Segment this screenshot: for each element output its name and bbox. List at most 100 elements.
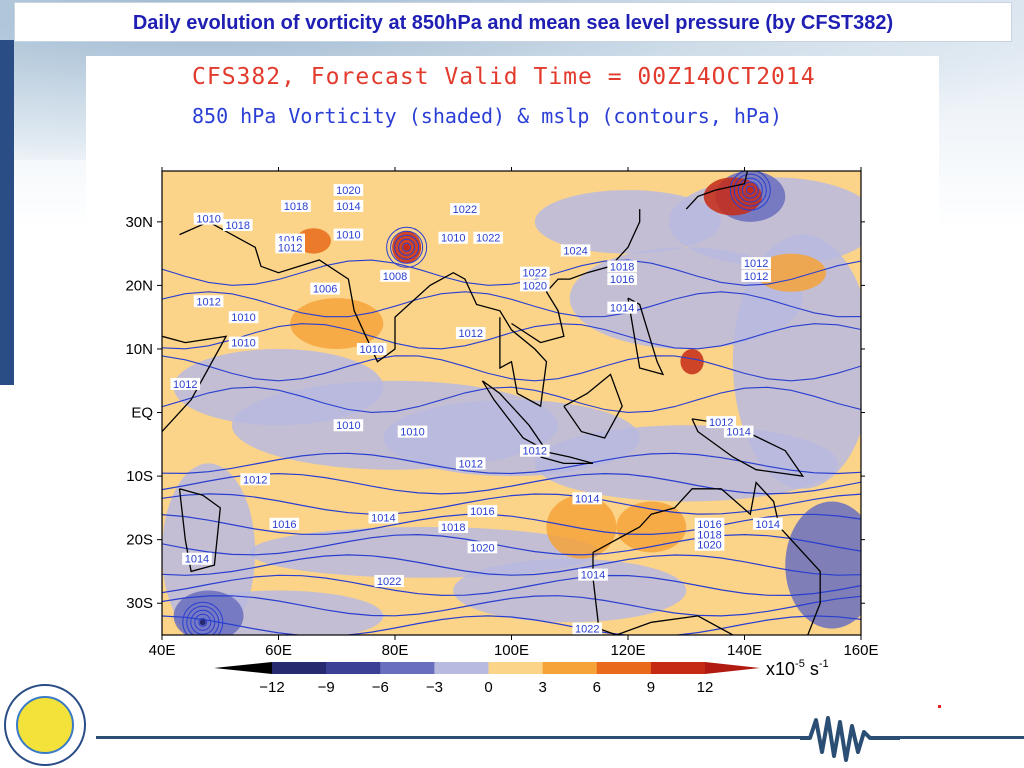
contour-label: 1020 — [523, 280, 547, 292]
contour-label: 1020 — [336, 185, 360, 197]
contour-label: 1018 — [610, 261, 634, 273]
contour-label-bg — [607, 260, 637, 273]
contour-label: 1012 — [173, 379, 197, 391]
vorticity-patch — [785, 501, 861, 629]
contour-label-bg — [694, 538, 725, 551]
contour-label-bg — [572, 622, 603, 635]
contour-label: 1020 — [697, 540, 721, 552]
coastline — [179, 221, 548, 408]
contour-label: 1018 — [697, 530, 721, 542]
colorbar-segment — [488, 662, 544, 674]
contour-label: 1016 — [610, 274, 634, 286]
lat-tick-label: 10N — [125, 341, 153, 358]
contour-label-bg — [572, 492, 603, 505]
contour-label-bg — [281, 199, 311, 212]
colorbar-segment — [380, 662, 435, 674]
slide-title: Daily evolution of vorticity at 850hPa a… — [132, 12, 894, 34]
contour-label: 1014 — [581, 570, 605, 582]
contour-label-bg — [368, 511, 399, 524]
vorticity-patch — [616, 501, 687, 553]
isobar — [162, 323, 861, 350]
contour-label-bg — [269, 517, 300, 530]
coastline — [563, 373, 623, 439]
contour-label: 1014 — [336, 201, 360, 213]
contour-label: 1014 — [371, 512, 395, 524]
vorticity-patch — [534, 190, 722, 254]
colorbar-segment — [650, 662, 706, 674]
vorticity-shading — [162, 171, 861, 635]
low-pressure-contour — [733, 173, 767, 207]
contour-label: 1012 — [458, 458, 482, 470]
contour-label-bg — [520, 279, 550, 292]
contour-label: 1014 — [726, 427, 750, 439]
coastline — [162, 335, 228, 516]
lat-tick-label: 20N — [125, 277, 153, 294]
contour-label-bg — [380, 269, 410, 282]
low-pressure-contour — [737, 177, 763, 203]
contour-label-bg — [193, 212, 224, 225]
contour-label-bg — [228, 311, 259, 324]
isobar — [162, 493, 861, 515]
coastline — [178, 488, 221, 573]
coastline — [511, 209, 641, 344]
colorbar-tick-label: 12 — [697, 679, 714, 696]
footer-rule-right — [892, 736, 1024, 739]
contour-label: 1018 — [284, 201, 308, 213]
colorbar-tick-label: 0 — [484, 679, 492, 696]
contour-label-bg — [170, 377, 201, 390]
institute-logo — [4, 684, 86, 766]
contour-label-bg — [374, 574, 404, 587]
contour-label: 1012 — [744, 258, 768, 270]
vortex-center — [199, 619, 206, 626]
colorbar-segment — [326, 662, 381, 674]
contour-label: 1024 — [563, 245, 587, 257]
slide-side-strip — [0, 40, 14, 385]
contour-label: 1010 — [231, 312, 255, 324]
colorbar-tick-label: −9 — [318, 679, 335, 696]
colorbar-tick-label: −3 — [426, 679, 443, 696]
contour-label: 1022 — [523, 268, 547, 280]
contour-label-bg — [723, 425, 754, 438]
contour-label-bg — [222, 219, 253, 232]
lat-tick-label: 30S — [126, 595, 153, 612]
coastlines — [162, 171, 821, 635]
contour-label: 1010 — [336, 420, 360, 432]
contour-label-bg — [193, 295, 224, 308]
contour-label-bg — [741, 257, 771, 270]
contour-label-bg — [310, 282, 340, 295]
contour-label-bg — [333, 419, 364, 432]
contour-label: 1014 — [610, 303, 634, 315]
lon-tick-label: 60E — [265, 642, 292, 659]
low-pressure-contour — [194, 613, 212, 631]
contour-label-bg — [356, 342, 387, 355]
contour-label-bg — [228, 336, 259, 349]
low-pressure-contour — [390, 230, 424, 264]
slide-title-bar: Daily evolution of vorticity at 850hPa a… — [14, 2, 1012, 42]
contour-label: 1010 — [196, 214, 220, 226]
contour-label: 1012 — [243, 474, 267, 486]
low-pressure-contour — [745, 185, 755, 195]
contour-label: 1012 — [278, 242, 302, 254]
contour-label-bg — [560, 244, 591, 257]
footer-rule-left — [96, 736, 808, 739]
contour-label-bg — [694, 528, 725, 541]
colorbar-units: x10-5 s-1 — [766, 658, 829, 679]
isobar — [162, 355, 861, 382]
contour-label-bg — [473, 231, 503, 244]
lon-tick-label: 40E — [149, 642, 176, 659]
coastline — [627, 297, 665, 376]
isobar — [162, 574, 861, 597]
contour-label: 1016 — [470, 506, 494, 518]
low-pressure-contour — [198, 617, 208, 627]
contour-label-bg — [182, 552, 212, 565]
low-pressure-contour — [182, 601, 224, 635]
low-pressure-contour — [741, 181, 759, 199]
vortex-center — [403, 244, 410, 251]
low-pressure-contour — [386, 226, 428, 268]
contour-label-bg — [275, 241, 305, 254]
contour-label: 1010 — [441, 233, 465, 245]
isobar — [162, 291, 861, 318]
contour-label-bg — [333, 228, 364, 241]
isobar — [162, 513, 861, 536]
